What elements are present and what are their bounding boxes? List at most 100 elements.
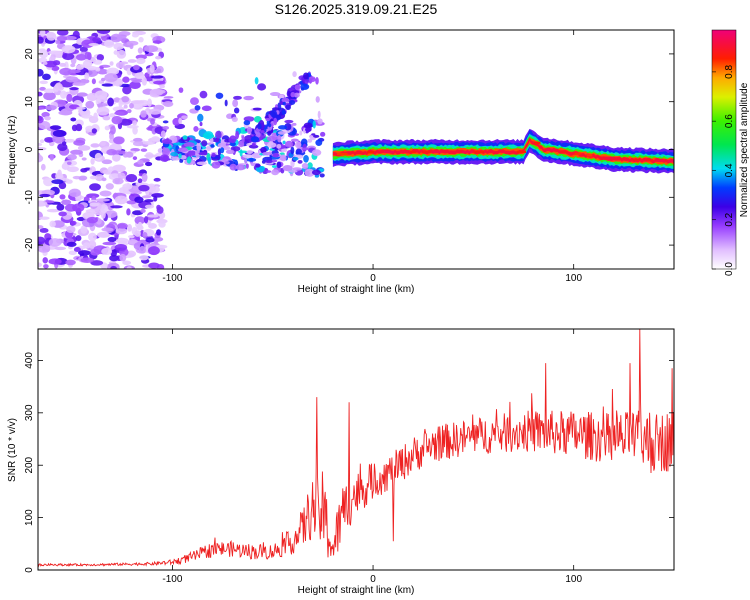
scatter-blob [290, 138, 299, 142]
noise-blob [134, 216, 146, 225]
carrier-peak [432, 150, 442, 154]
scatter-blob [211, 161, 221, 169]
noise-blob [144, 45, 159, 53]
noise-blob [153, 80, 166, 85]
noise-blob [126, 266, 132, 269]
scatter-blob [195, 150, 201, 158]
scatter-blob [178, 87, 184, 93]
noise-blob [90, 260, 104, 266]
spectrogram-xlabel: Height of straight line (km) [298, 284, 415, 295]
scatter-blob [196, 161, 208, 166]
noise-blob [38, 91, 43, 97]
x-tick-label: 100 [565, 574, 582, 585]
noise-blob [59, 67, 73, 76]
noise-blob [61, 178, 70, 182]
noise-blob [84, 72, 90, 80]
noise-blob [141, 195, 152, 199]
noise-blob [92, 37, 101, 42]
scatter-blob [210, 144, 215, 148]
scatter-blob [290, 146, 295, 155]
scatter-blob [242, 154, 254, 159]
carrier-peak [336, 152, 348, 156]
scatter-blob [179, 159, 184, 163]
noise-blob [117, 222, 128, 229]
noise-blob [38, 68, 44, 77]
noise-blob [64, 138, 76, 143]
scatter-blob [233, 107, 240, 114]
scatter-blob [319, 173, 325, 178]
noise-blob [66, 93, 73, 103]
noise-blob [111, 115, 123, 125]
noise-blob [114, 111, 125, 116]
scatter-blob [186, 156, 192, 164]
noise-blob [89, 202, 99, 207]
scatter-blob [304, 168, 315, 177]
arc-blob [250, 136, 260, 143]
noise-blob [80, 168, 88, 173]
noise-blob [69, 87, 79, 91]
noise-blob [101, 83, 114, 87]
noise-blob [115, 227, 128, 235]
noise-blob [39, 139, 45, 144]
spectrogram-ylabel: Frequency (Hz) [7, 116, 18, 185]
scatter-blob [231, 116, 238, 123]
scatter-blob [315, 96, 320, 103]
scatter-blob [292, 167, 302, 171]
noise-blob [144, 199, 154, 203]
scatter-blob [162, 100, 174, 107]
noise-blob [62, 52, 75, 61]
arc-blob [281, 97, 290, 103]
scatter-blob [277, 131, 286, 135]
noise-blob [42, 61, 48, 65]
scatter-blob [315, 76, 319, 85]
arc-blob [300, 83, 310, 90]
noise-blob [107, 166, 115, 173]
noise-blob [147, 246, 160, 256]
noise-blob [68, 250, 77, 256]
scatter-blob [159, 154, 170, 162]
colorbar: 0.0 0.2 0.4 0.6 0.8 Normalized spectral ampl… [711, 29, 750, 276]
scatter-blob [266, 135, 277, 142]
scatter-blob [229, 141, 236, 147]
noise-blob [82, 59, 93, 68]
noise-blob [110, 33, 122, 43]
noise-blob [122, 85, 132, 95]
noise-blob [101, 177, 107, 182]
noise-blob [38, 48, 46, 52]
noise-blob [126, 200, 137, 205]
noise-blob [57, 169, 62, 177]
noise-blob [123, 104, 128, 109]
noise-blob [38, 225, 44, 229]
scatter-blob [170, 151, 179, 157]
noise-blob [39, 30, 46, 37]
scatter-blob [223, 160, 230, 165]
noise-blob [153, 237, 159, 244]
noise-blob [78, 175, 88, 181]
noise-blob [38, 262, 42, 268]
scatter-blob [203, 131, 214, 140]
carrier-peak [586, 154, 593, 157]
noise-blob [66, 241, 77, 247]
noise-blob [39, 86, 46, 91]
noise-blob [61, 45, 76, 54]
scatter-blob [243, 95, 254, 101]
noise-blob [66, 161, 72, 165]
scatter-blob [301, 147, 310, 151]
noise-blob [131, 33, 139, 38]
noise-blob [105, 183, 114, 190]
noise-blob [38, 49, 49, 59]
carrier-peak [533, 141, 541, 145]
scatter-blob [229, 163, 237, 171]
y-tick-label: 0 [24, 146, 35, 152]
noise-blob [128, 234, 135, 239]
noise-blob [95, 198, 110, 202]
noise-blob [140, 148, 148, 152]
arc-blob [286, 90, 291, 97]
noise-blob [156, 204, 161, 211]
scatter-blob [292, 71, 297, 78]
scatter-blob [162, 147, 171, 156]
spectrogram-image [38, 30, 674, 269]
noise-blob [52, 60, 61, 66]
